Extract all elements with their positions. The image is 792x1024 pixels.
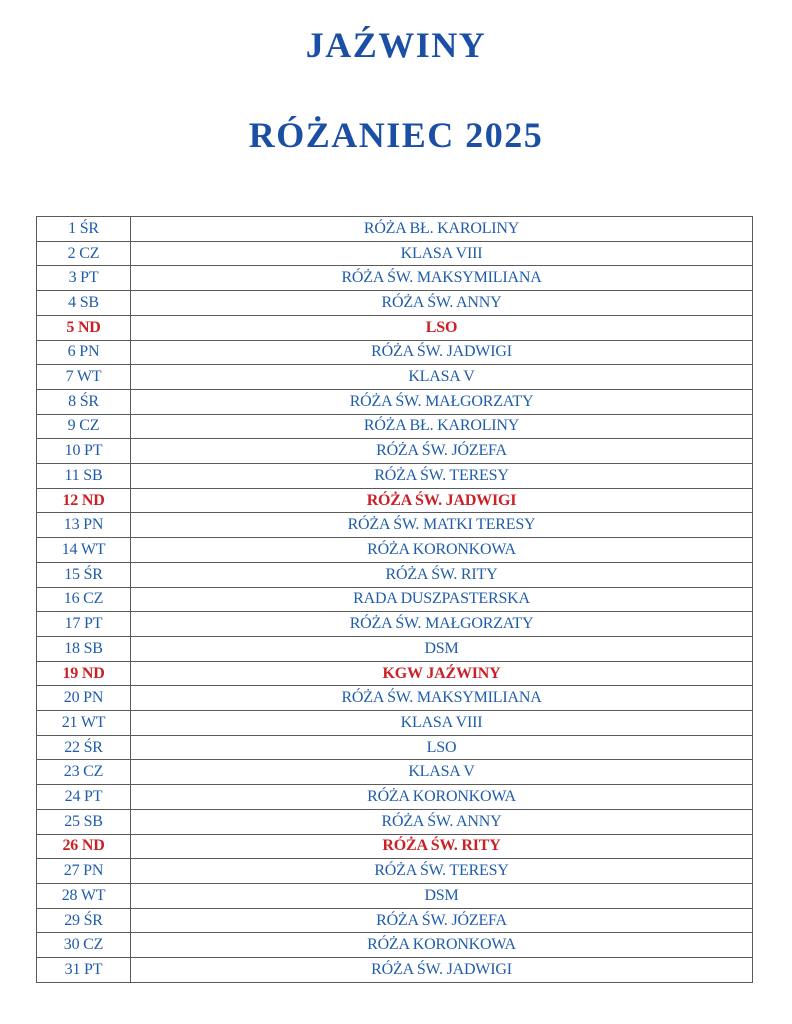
assignment-cell: KLASA VIII [130, 710, 753, 736]
day-cell: 18 SB [36, 635, 131, 662]
day-cell: 24 PT [36, 784, 131, 810]
table-row: 21 WT KLASA VIII [36, 710, 753, 736]
schedule-table-body: 1 ŚR RÓŻA BŁ. KAROLINY 2 CZ KLASA VIII 3… [36, 216, 753, 983]
assignment-cell: RÓŻA ŚW. MAŁGORZATY [130, 611, 753, 637]
day-cell: 25 SB [36, 808, 131, 835]
table-row: 1 ŚR RÓŻA BŁ. KAROLINY [36, 216, 753, 242]
table-row: 8 ŚR RÓŻA ŚW. MAŁGORZATY [36, 388, 753, 415]
table-row: 5 ND LSO [36, 314, 753, 341]
assignment-cell: RÓŻA ŚW. TERESY [130, 858, 753, 884]
table-row: 11 SB RÓŻA ŚW. TERESY [36, 463, 753, 489]
assignment-cell: RÓŻA KORONKOWA [130, 932, 753, 959]
table-row: 19 ND KGW JAŹWINY [36, 660, 753, 687]
day-cell: 29 ŚR [36, 907, 131, 934]
assignment-cell: DSM [130, 635, 753, 662]
day-cell: 20 PN [36, 685, 131, 712]
page-title: JAŹWINY [305, 25, 487, 65]
table-row: 30 CZ RÓŻA KORONKOWA [36, 932, 753, 959]
table-row: 24 PT RÓŻA KORONKOWA [36, 784, 753, 810]
day-cell: 4 SB [36, 290, 131, 316]
table-row: 23 CZ KLASA V [36, 759, 753, 786]
assignment-cell: KLASA VIII [130, 240, 753, 267]
assignment-cell: KLASA V [130, 364, 753, 390]
day-cell: 10 PT [36, 438, 131, 465]
assignment-cell: RÓŻA ŚW. JADWIGI [130, 957, 753, 983]
assignment-cell: KLASA V [130, 759, 753, 786]
day-cell: 7 WT [36, 364, 131, 390]
assignment-cell: RÓŻA ŚW. RITY [130, 833, 753, 860]
assignment-cell: RÓŻA ŚW. MAKSYMILIANA [130, 685, 753, 712]
assignment-cell: LSO [130, 734, 753, 761]
day-cell: 5 ND [36, 314, 131, 341]
day-cell: 8 ŚR [36, 388, 131, 415]
assignment-cell: RÓŻA ŚW. JÓZEFA [130, 438, 753, 465]
assignment-cell: RÓŻA KORONKOWA [130, 537, 753, 563]
assignment-cell: RÓŻA KORONKOWA [130, 784, 753, 810]
table-row: 3 PT RÓŻA ŚW. MAKSYMILIANA [36, 265, 753, 292]
assignment-cell: RÓŻA ŚW. MATKI TERESY [130, 512, 753, 539]
table-row: 2 CZ KLASA VIII [36, 240, 753, 267]
assignment-cell: RÓŻA ŚW. MAŁGORZATY [130, 388, 753, 415]
table-row: 28 WT DSM [36, 882, 753, 909]
day-cell: 31 PT [36, 957, 131, 983]
table-row: 9 CZ RÓŻA BŁ. KAROLINY [36, 413, 753, 440]
day-cell: 13 PN [36, 512, 131, 539]
table-row: 31 PT RÓŻA ŚW. JADWIGI [36, 957, 753, 983]
table-row: 29 ŚR RÓŻA ŚW. JÓZEFA [36, 907, 753, 934]
table-row: 18 SB DSM [36, 635, 753, 662]
assignment-cell: RÓŻA ŚW. RITY [130, 561, 753, 588]
table-row: 20 PN RÓŻA ŚW. MAKSYMILIANA [36, 685, 753, 712]
assignment-cell: KGW JAŹWINY [130, 660, 753, 687]
assignment-cell: RADA DUSZPASTERSKA [130, 586, 753, 613]
table-row: 10 PT RÓŻA ŚW. JÓZEFA [36, 438, 753, 465]
table-row: 13 PN RÓŻA ŚW. MATKI TERESY [36, 512, 753, 539]
day-cell: 23 CZ [36, 759, 131, 786]
table-row: 4 SB RÓŻA ŚW. ANNY [36, 290, 753, 316]
rosary-schedule-table: 1 ŚR RÓŻA BŁ. KAROLINY 2 CZ KLASA VIII 3… [36, 216, 753, 983]
day-cell: 2 CZ [36, 240, 131, 267]
day-cell: 16 CZ [36, 586, 131, 613]
day-cell: 9 CZ [36, 413, 131, 440]
day-cell: 17 PT [36, 611, 131, 637]
table-row: 25 SB RÓŻA ŚW. ANNY [36, 808, 753, 835]
day-cell: 19 ND [36, 660, 131, 687]
table-row: 22 ŚR LSO [36, 734, 753, 761]
assignment-cell: RÓŻA ŚW. ANNY [130, 808, 753, 835]
day-cell: 26 ND [36, 833, 131, 860]
assignment-cell: RÓŻA ŚW. MAKSYMILIANA [130, 265, 753, 292]
assignment-cell: RÓŻA ŚW. JADWIGI [130, 339, 753, 366]
table-row: 27 PN RÓŻA ŚW. TERESY [36, 858, 753, 884]
day-cell: 11 SB [36, 463, 131, 489]
table-row: 17 PT RÓŻA ŚW. MAŁGORZATY [36, 611, 753, 637]
assignment-cell: RÓŻA ŚW. TERESY [130, 463, 753, 489]
table-row: 14 WT RÓŻA KORONKOWA [36, 537, 753, 563]
assignment-cell: RÓŻA ŚW. JADWIGI [130, 487, 753, 514]
table-row: 26 ND RÓŻA ŚW. RITY [36, 833, 753, 860]
assignment-cell: RÓŻA ŚW. ANNY [130, 290, 753, 316]
table-row: 7 WT KLASA V [36, 364, 753, 390]
assignment-cell: LSO [130, 314, 753, 341]
day-cell: 12 ND [36, 487, 131, 514]
day-cell: 6 PN [36, 339, 131, 366]
table-row: 12 ND RÓŻA ŚW. JADWIGI [36, 487, 753, 514]
day-cell: 28 WT [36, 882, 131, 909]
day-cell: 21 WT [36, 710, 131, 736]
table-row: 6 PN RÓŻA ŚW. JADWIGI [36, 339, 753, 366]
table-row: 15 ŚR RÓŻA ŚW. RITY [36, 561, 753, 588]
day-cell: 3 PT [36, 265, 131, 292]
day-cell: 30 CZ [36, 932, 131, 959]
day-cell: 1 ŚR [36, 216, 131, 242]
assignment-cell: RÓŻA BŁ. KAROLINY [130, 413, 753, 440]
day-cell: 15 ŚR [36, 561, 131, 588]
table-row: 16 CZ RADA DUSZPASTERSKA [36, 586, 753, 613]
page-subtitle: RÓŻANIEC 2025 [248, 115, 544, 155]
day-cell: 22 ŚR [36, 734, 131, 761]
assignment-cell: RÓŻA ŚW. JÓZEFA [130, 907, 753, 934]
day-cell: 14 WT [36, 537, 131, 563]
day-cell: 27 PN [36, 858, 131, 884]
assignment-cell: RÓŻA BŁ. KAROLINY [130, 216, 753, 242]
assignment-cell: DSM [130, 882, 753, 909]
